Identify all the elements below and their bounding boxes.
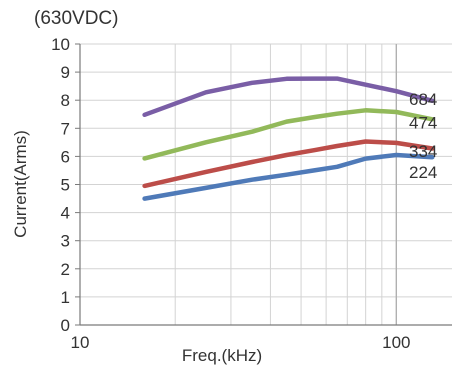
series-group — [142, 76, 435, 201]
series-line-224 — [142, 152, 435, 201]
y-tick-label: 7 — [61, 119, 70, 138]
x-tick-label: 10 — [71, 333, 90, 352]
chart-title: (630VDC) — [34, 8, 118, 29]
series-line-474 — [142, 108, 435, 161]
grid — [80, 43, 452, 325]
y-tick-label: 3 — [61, 232, 70, 251]
y-tick-label: 2 — [61, 260, 70, 279]
series-label-334: 334 — [409, 142, 437, 161]
x-tick-label: 100 — [382, 333, 410, 352]
y-tick-label: 10 — [51, 35, 70, 54]
series-label-474: 474 — [409, 114, 437, 133]
y-tick-label: 4 — [61, 204, 70, 223]
y-axis-label: Current(Arms) — [11, 130, 30, 238]
series-line-684 — [142, 76, 435, 118]
series-label-224: 224 — [409, 163, 437, 182]
series-label-684: 684 — [409, 90, 437, 109]
y-tick-label: 1 — [61, 288, 70, 307]
y-tick-label: 6 — [61, 147, 70, 166]
y-tick-label: 5 — [61, 176, 70, 195]
y-tick-label: 9 — [61, 63, 70, 82]
series-line-334 — [142, 139, 435, 189]
x-axis-label: Freq.(kHz) — [182, 346, 262, 365]
y-tick-label: 0 — [61, 316, 70, 335]
axes — [75, 43, 452, 326]
series-labels: 684 474 334 224 — [409, 90, 437, 182]
tick-labels: 0 1 2 3 4 5 6 7 8 9 10 10 100 — [51, 35, 410, 352]
y-tick-label: 8 — [61, 91, 70, 110]
